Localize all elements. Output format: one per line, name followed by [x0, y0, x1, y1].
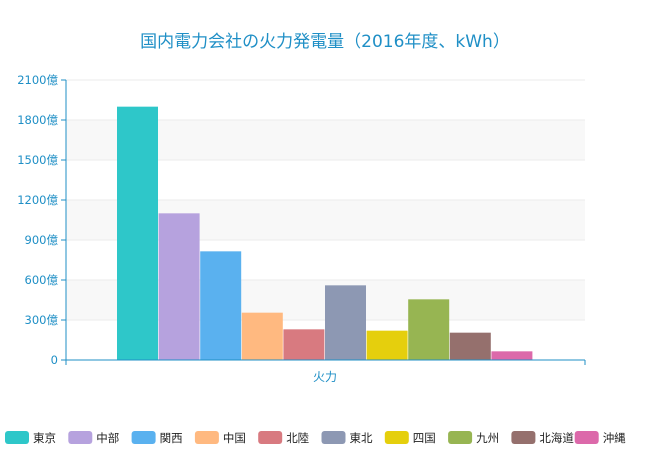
bar-9[interactable]	[450, 333, 491, 360]
legend-swatch	[322, 431, 346, 444]
legend: 東京 中部 関西 中国 北陸 東北 四国 九州 北海道 沖縄	[5, 431, 626, 445]
y-tick-label: 2100億	[17, 73, 58, 87]
legend-label: 北海道	[539, 431, 574, 445]
y-tick-label: 300億	[25, 313, 59, 327]
legend-swatch	[448, 431, 472, 444]
legend-label: 北陸	[286, 431, 309, 445]
chart-title: 国内電力会社の火力発電量（2016年度、kWh）	[140, 32, 510, 52]
legend-label: 東北	[350, 431, 373, 445]
legend-item[interactable]: 東京	[5, 431, 56, 445]
legend-label: 中部	[96, 431, 119, 445]
x-category-label: 火力	[313, 370, 337, 384]
bar-6[interactable]	[325, 285, 366, 360]
y-tick-label: 1800億	[17, 113, 58, 127]
legend-label: 四国	[413, 431, 436, 445]
legend-item[interactable]: 関西	[132, 431, 183, 445]
bar-3[interactable]	[200, 251, 241, 360]
legend-label: 沖縄	[603, 431, 626, 445]
legend-item[interactable]: 沖縄	[575, 431, 626, 445]
legend-swatch	[195, 431, 219, 444]
y-tick-label: 900億	[25, 233, 59, 247]
legend-label: 関西	[160, 431, 183, 445]
legend-item[interactable]: 四国	[385, 431, 436, 445]
legend-item[interactable]: 北陸	[258, 431, 309, 445]
legend-swatch	[68, 431, 92, 444]
legend-item[interactable]: 中部	[68, 431, 119, 445]
x-axis: 火力	[66, 360, 585, 384]
legend-label: 九州	[476, 431, 499, 445]
y-tick-label: 1200億	[17, 193, 58, 207]
bar-2[interactable]	[159, 213, 200, 360]
legend-swatch	[258, 431, 282, 444]
legend-swatch	[575, 431, 599, 444]
y-tick-label: 1500億	[17, 153, 58, 167]
y-tick-label: 600億	[25, 273, 59, 287]
legend-label: 中国	[223, 431, 246, 445]
legend-item[interactable]: 中国	[195, 431, 246, 445]
legend-swatch	[132, 431, 156, 444]
bar-4[interactable]	[242, 313, 283, 360]
legend-label: 東京	[33, 431, 56, 445]
bar-8[interactable]	[408, 299, 449, 360]
legend-item[interactable]: 九州	[448, 431, 499, 445]
legend-item[interactable]: 北海道	[511, 431, 574, 445]
legend-swatch	[385, 431, 409, 444]
legend-swatch	[5, 431, 29, 444]
bar-5[interactable]	[283, 329, 324, 360]
bar-7[interactable]	[367, 331, 408, 360]
y-axis: 0 300億 600億 900億 1200億 1500億 1800億 2100億	[17, 73, 66, 367]
bar-1[interactable]	[117, 107, 158, 360]
legend-item[interactable]: 東北	[322, 431, 373, 445]
legend-swatch	[511, 431, 535, 444]
y-tick-label: 0	[51, 353, 58, 367]
bar-10[interactable]	[491, 351, 532, 360]
